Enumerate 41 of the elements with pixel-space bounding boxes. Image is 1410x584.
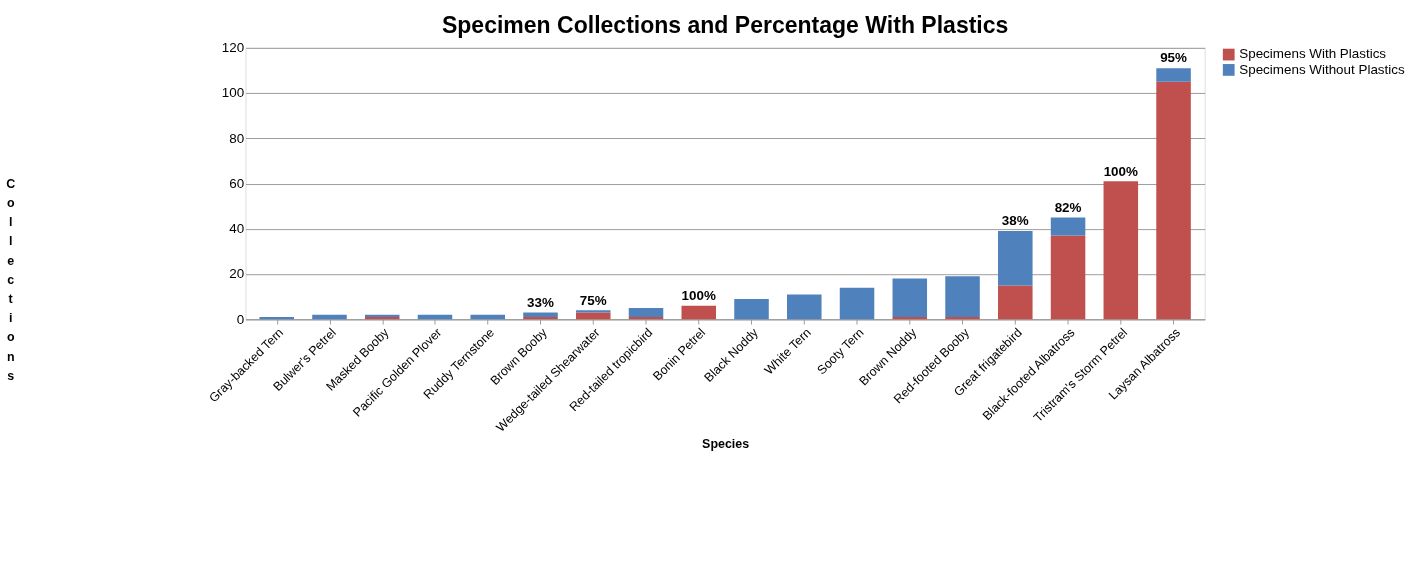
bar: [1156, 68, 1191, 82]
bar: [998, 231, 1033, 286]
annotation: 38%: [1001, 213, 1029, 229]
bar: [628, 308, 664, 318]
bar: [1156, 81, 1191, 320]
text: Collections: [6, 176, 16, 383]
y-tick-label: 120: [221, 40, 245, 56]
legend-label: Specimens Without Plastics: [1239, 61, 1405, 77]
bar: [259, 317, 294, 320]
bar: [1103, 181, 1139, 320]
x-axis-title: Species: [702, 437, 750, 452]
bar: [839, 287, 875, 320]
y-tick-label: 100: [221, 85, 245, 101]
annotation: 75%: [579, 292, 607, 308]
y-tick-label: 0: [236, 311, 245, 327]
bar: [523, 317, 558, 320]
bar: [1050, 235, 1086, 320]
annotation: 82%: [1054, 199, 1082, 215]
bar: [312, 314, 347, 320]
annotation: 100%: [1103, 163, 1139, 179]
chart-title: Specimen Collections and Percentage With Plastics: [441, 11, 1009, 38]
bar: [1050, 217, 1086, 236]
bar: [734, 298, 769, 320]
y-tick-label: 20: [229, 266, 245, 282]
bar: [523, 312, 558, 318]
y-tick-label: 40: [229, 221, 245, 237]
bar: [575, 310, 611, 313]
legend-label: Specimens With Plastics: [1239, 46, 1387, 62]
bar: [470, 314, 506, 320]
bar: [998, 285, 1033, 320]
bar: [945, 276, 980, 318]
y-tick-label: 60: [229, 175, 245, 191]
annotation: 95%: [1160, 50, 1188, 66]
bar: [892, 278, 928, 318]
y-tick-label: 80: [229, 130, 245, 146]
bar: [787, 294, 822, 320]
bar: [945, 317, 980, 320]
bar: [575, 312, 611, 320]
annotation: 100%: [681, 287, 716, 303]
annotation: 33%: [527, 294, 554, 310]
bar: [681, 305, 717, 320]
